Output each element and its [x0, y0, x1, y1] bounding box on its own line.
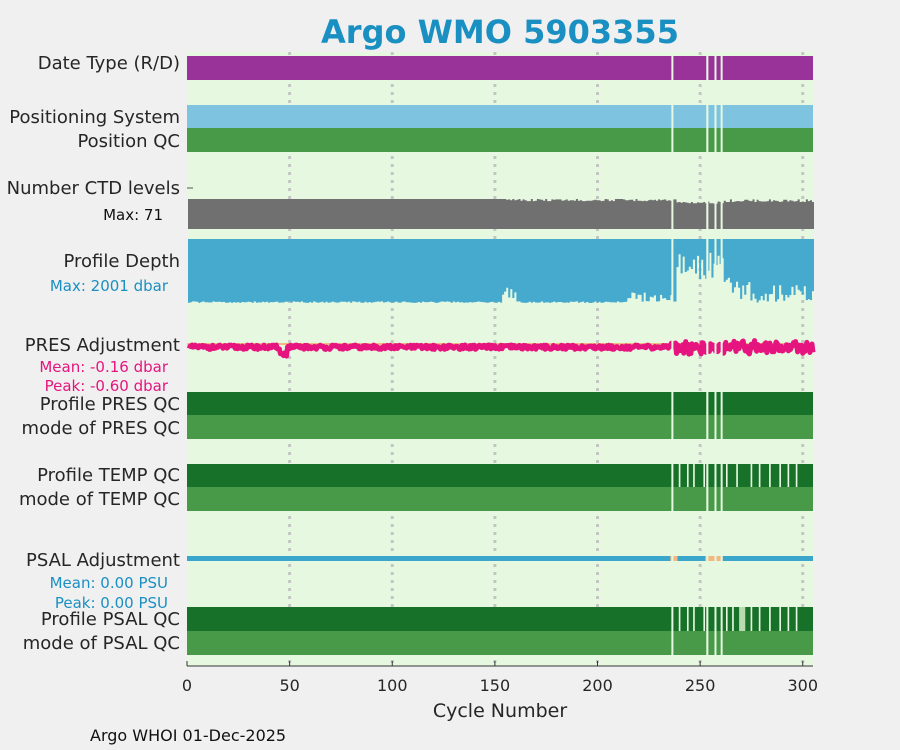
psal-qc-dip: [678, 607, 681, 631]
psal-segment-ref-2: [705, 556, 723, 561]
x-tick-label: 250: [685, 676, 716, 695]
band-mode-temp-qc: [187, 487, 813, 511]
temp-qc-dip: [750, 464, 753, 487]
chart-marks: [186, 56, 816, 655]
temp-qc-dip: [678, 464, 681, 487]
label-date-type: Date Type (R/D): [38, 53, 180, 74]
x-axis: 0 50 100 150 200 250 300: [182, 661, 818, 695]
psal-qc-dip: [725, 607, 728, 631]
temp-qc-dip: [779, 464, 781, 487]
psal-segment-ref-1: [670, 556, 678, 561]
psal-qc-dip: [758, 607, 761, 631]
temp-qc-dip: [686, 464, 689, 487]
x-tick-label: 300: [787, 676, 818, 695]
psal-qc-dip: [769, 607, 771, 631]
psal-qc-dip: [693, 607, 695, 631]
label-mode-psal-qc: mode of PSAL QC: [23, 633, 180, 654]
label-pres-adjustment: PRES Adjustment: [25, 335, 180, 356]
label-profile-psal-qc: Profile PSAL QC: [41, 609, 180, 630]
psal-qc-dip: [779, 607, 781, 631]
label-profile-pres-qc: Profile PRES QC: [40, 394, 180, 415]
pres-adjustment-line: [186, 338, 816, 359]
label-profile-depth: Profile Depth: [63, 251, 180, 272]
band-mode-pres-qc: [187, 415, 813, 439]
footer-credit: Argo WHOI 01-Dec-2025: [90, 726, 286, 745]
label-psal-adjustment: PSAL Adjustment: [26, 550, 180, 571]
psal-qc-light-block: [739, 607, 746, 631]
temp-qc-dip: [758, 464, 761, 487]
pres-peak-label: Peak: -0.60 dbar: [45, 377, 169, 395]
ctd-max-label: Max: 71: [103, 206, 163, 224]
psal-qc-dip: [732, 607, 734, 631]
profile-depth-bars: [188, 239, 814, 303]
label-mode-pres-qc: mode of PRES QC: [22, 418, 180, 439]
plot-background: [187, 52, 813, 666]
band-mode-psal-qc: [187, 631, 813, 655]
band-position-qc: [187, 128, 813, 152]
label-positioning-system: Positioning System: [9, 107, 180, 128]
psal-peak-label: Peak: 0.00 PSU: [55, 594, 168, 612]
psal-qc-dip: [686, 607, 689, 631]
psal-mean-label: Mean: 0.00 PSU: [50, 574, 168, 592]
band-date-type: [187, 56, 813, 80]
chart-title: Argo WMO 5903355: [321, 13, 679, 51]
temp-qc-dip: [736, 464, 738, 487]
x-tick-label: 100: [377, 676, 408, 695]
temp-qc-dip: [795, 464, 798, 487]
band-positioning: [187, 105, 813, 128]
x-axis-label: Cycle Number: [433, 700, 567, 722]
band-profile-temp-qc: [187, 464, 813, 487]
label-mode-temp-qc: mode of TEMP QC: [19, 489, 180, 510]
psal-qc-dip: [750, 607, 753, 631]
ctd-levels-bars: [188, 199, 814, 229]
data-gap: [706, 52, 709, 666]
temp-qc-dip: [769, 464, 771, 487]
psal-qc-dip: [787, 607, 790, 631]
depth-max-label: Max: 2001 dbar: [50, 277, 169, 295]
psal-adjustment-line: [187, 556, 813, 561]
temp-qc-dip: [787, 464, 790, 487]
x-tick-label: 200: [582, 676, 613, 695]
pres-mean-label: Mean: -0.16 dbar: [39, 358, 169, 376]
band-profile-pres-qc: [187, 392, 813, 415]
temp-qc-dip: [703, 464, 706, 487]
temp-qc-dip: [725, 464, 728, 487]
label-profile-temp-qc: Profile TEMP QC: [37, 465, 180, 486]
data-gap: [671, 52, 674, 666]
x-tick-label: 50: [279, 676, 299, 695]
label-ctd-levels: Number CTD levels: [7, 178, 180, 199]
data-gap: [714, 52, 717, 666]
psal-qc-dip: [703, 607, 706, 631]
band-profile-psal-qc: [187, 607, 813, 631]
x-tick-label: 0: [182, 676, 192, 695]
x-tick-label: 150: [480, 676, 511, 695]
psal-qc-dip: [795, 607, 798, 631]
data-gap: [720, 52, 723, 666]
temp-qc-dip: [693, 464, 695, 487]
label-position-qc: Position QC: [77, 131, 180, 152]
data-gaps: [671, 52, 723, 666]
